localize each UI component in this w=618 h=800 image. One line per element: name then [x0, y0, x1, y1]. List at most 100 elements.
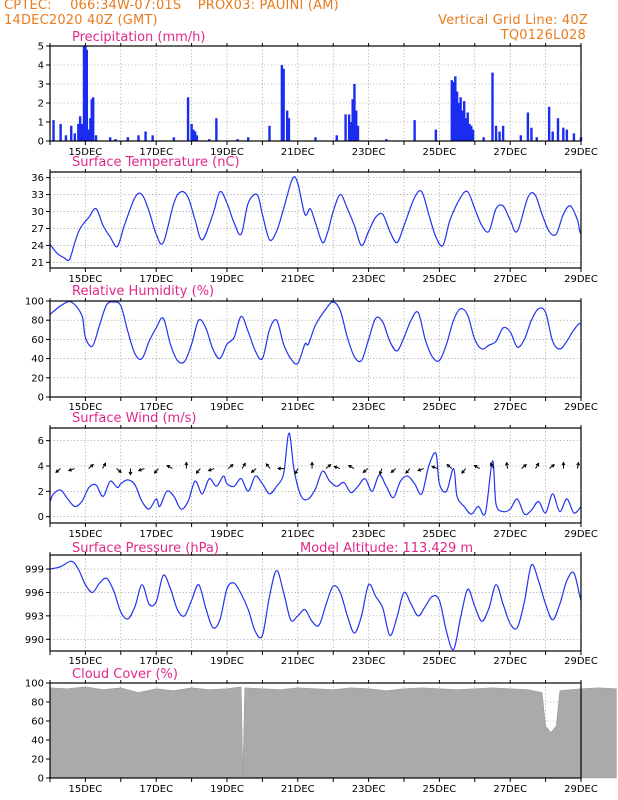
precip-bar: [455, 91, 459, 141]
precip-bar: [385, 139, 388, 141]
wind-title: Surface Wind (m/s): [72, 411, 196, 426]
precip-bar: [90, 99, 93, 141]
precip-bar: [59, 123, 62, 141]
precip-bar: [287, 118, 291, 141]
wind-arrow-head: [333, 465, 338, 470]
x-tick-label: 21DEC: [281, 529, 315, 540]
x-tick-label: 21DEC: [281, 402, 315, 413]
precip-bar: [457, 103, 461, 141]
y-tick-label: 4: [38, 61, 44, 72]
wind-arrow-head: [473, 465, 478, 469]
precip-bar: [351, 99, 354, 141]
rh-panel: 15DEC 17DEC 19DEC 21DEC 23DEC 25DEC 27DEC 29DEC…: [25, 284, 598, 413]
wind-arrow-head: [195, 470, 200, 474]
precip-bar: [413, 120, 416, 141]
precip-bar: [208, 139, 211, 141]
y-tick-label: 60: [31, 717, 44, 728]
temp-panel: 15DEC 17DEC 19DEC 21DEC 23DEC 25DEC 27DEC 29DEC…: [31, 155, 598, 285]
precip-bar: [70, 125, 73, 141]
precip-bar: [335, 135, 338, 141]
y-tick-label: 80: [31, 698, 44, 709]
temp-title: Surface Temperature (nC): [72, 155, 240, 170]
precip-bar: [349, 122, 353, 141]
rh-frame: [49, 300, 582, 398]
x-tick-label: 27DEC: [493, 656, 527, 667]
rh-series-line: [50, 301, 581, 365]
y-tick-label: 999: [25, 565, 44, 576]
y-tick-label: 993: [25, 611, 44, 622]
precip-bar: [535, 137, 538, 141]
precip-frame: [49, 45, 582, 142]
wind-arrow-head: [90, 464, 94, 468]
precip-bar: [562, 127, 565, 141]
precip-bar: [356, 125, 360, 141]
x-tick-label: 23DEC: [352, 529, 386, 540]
precip-bar: [462, 101, 466, 141]
precip-bar: [482, 137, 485, 141]
precip-bar: [64, 135, 68, 141]
precip-bar: [530, 127, 533, 141]
x-tick-label: 25DEC: [423, 274, 457, 285]
precip-bar: [501, 125, 505, 141]
x-tick-label: 21DEC: [281, 784, 315, 795]
wind-arrow-head: [535, 462, 540, 467]
precip-bar: [236, 139, 239, 141]
precip-bar: [77, 123, 80, 141]
precip-bar: [556, 118, 560, 141]
x-tick-label: 17DEC: [139, 529, 173, 540]
precip-bar: [192, 129, 195, 141]
pres-series-line: [50, 560, 581, 651]
precip-bar: [565, 129, 569, 141]
y-tick-label: 2: [38, 99, 44, 110]
x-tick-label: 25DEC: [423, 784, 457, 795]
precip-bar: [454, 76, 457, 141]
wind-arrow-head: [277, 466, 281, 471]
precip-bar: [347, 114, 351, 141]
x-tick-label: 15DEC: [69, 402, 103, 413]
x-tick-label: 19DEC: [210, 402, 244, 413]
wind-arrow-head: [490, 462, 494, 467]
wind-arrow-head: [505, 461, 509, 466]
precip-bar: [85, 49, 89, 141]
precip-bar: [52, 120, 55, 141]
x-tick-label: 23DEC: [352, 274, 386, 285]
y-tick-label: 0: [38, 774, 44, 785]
precip-bar: [526, 112, 530, 141]
wind-arrow-head: [390, 469, 395, 474]
wind-frame: [49, 427, 582, 524]
header-run-code: TQ0126L028: [500, 28, 586, 43]
wind-arrow-head: [128, 471, 133, 476]
precip-bar: [73, 133, 76, 141]
precip-bar: [190, 123, 193, 141]
wind-arrow-head: [347, 465, 352, 469]
x-tick-label: 15DEC: [69, 147, 103, 158]
x-tick-label: 27DEC: [493, 274, 527, 285]
y-tick-label: 30: [31, 207, 44, 218]
precip-bar: [470, 125, 473, 141]
y-tick-label: 0: [38, 137, 44, 148]
precip-bar: [268, 125, 271, 141]
precip-bar: [353, 84, 356, 141]
x-tick-label: 15DEC: [69, 274, 103, 285]
wind-arrow-head: [137, 468, 142, 472]
precip-bar: [172, 137, 176, 141]
pres-panel: 15DEC 17DEC 19DEC 21DEC 23DEC 25DEC 27DEC 29DEC…: [25, 541, 598, 667]
y-tick-label: 3: [38, 80, 44, 91]
wind-arrow-head: [378, 471, 383, 476]
precip-bar: [195, 135, 199, 141]
y-tick-label: 20: [31, 373, 44, 384]
wind-arrow-head: [576, 461, 580, 466]
wind-arrow-head: [294, 470, 298, 475]
precip-title: Precipitation (mm/h): [72, 30, 205, 45]
wind-arrow-head: [405, 470, 409, 474]
precip-bar: [459, 97, 462, 141]
x-tick-label: 29DEC: [564, 274, 598, 285]
precip-bar: [84, 46, 87, 141]
x-tick-label: 23DEC: [352, 402, 386, 413]
wind-arrow-head: [102, 462, 107, 467]
precip-bar: [87, 129, 91, 141]
x-tick-label: 15DEC: [69, 529, 103, 540]
x-tick-label: 21DEC: [281, 274, 315, 285]
x-tick-label: 17DEC: [139, 274, 173, 285]
x-tick-label: 23DEC: [352, 656, 386, 667]
